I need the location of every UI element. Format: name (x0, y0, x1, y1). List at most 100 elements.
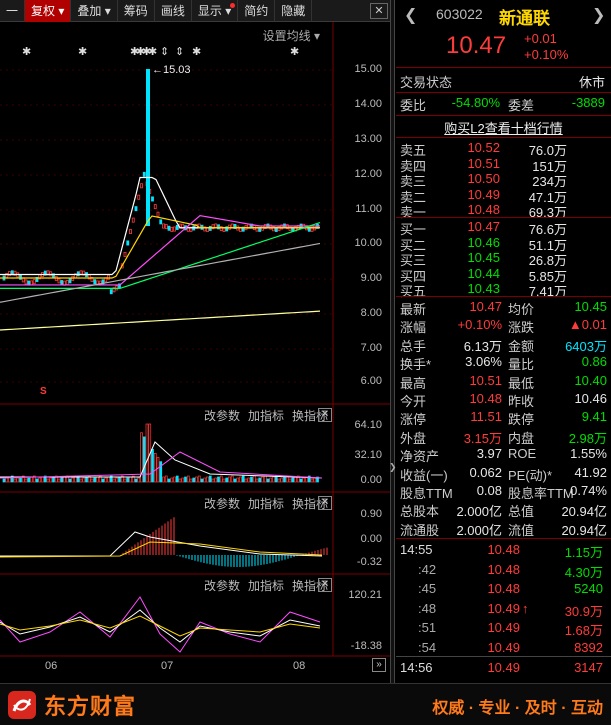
toolbar-overlay-button[interactable]: 叠加 ▾ (71, 0, 118, 22)
candle (159, 219, 163, 225)
volume-bar (197, 475, 201, 483)
ma10-line (0, 215, 320, 279)
ask-row[interactable]: 卖三 10.50 234万 (396, 171, 611, 189)
volume-bar (41, 476, 44, 483)
candle (120, 263, 124, 269)
close-icon[interactable]: ✕ (370, 2, 388, 19)
stat-value: ▲0.01 (568, 317, 607, 333)
brand-mark-icon (8, 691, 36, 719)
bid-row[interactable]: 买一 10.47 76.6万 (396, 219, 611, 237)
order-ratio-label: 委比 (400, 98, 427, 113)
add-indicator-link[interactable]: 加指标 (247, 579, 284, 593)
tick-row: :42 10.48 4.30万 (396, 562, 611, 580)
scroll-right-button[interactable]: » (372, 658, 386, 672)
add-indicator-link[interactable]: 加指标 (247, 409, 284, 423)
quote-header: ❮ 603022 新通联 ❯ (396, 0, 611, 30)
overlay-label: 叠加 (77, 3, 102, 18)
tick-time: 14:56 (400, 660, 433, 675)
tick-volume: 5240 (574, 581, 603, 597)
volume-bar (137, 477, 141, 483)
toolbar-draw-button[interactable]: 画线 (155, 0, 192, 22)
event-marker: ⇕ (160, 46, 169, 58)
kline-chart-area[interactable]: ✱ ✱ ✱ ✱ ✱ ✱ ⇕ ⇕ ✱ ✱ ←15.03 S 设置均线 ▾ 15.00 14.00 13.… (0, 22, 390, 682)
bid-row[interactable]: 买二 10.46 51.1万 (396, 235, 611, 253)
candle (65, 280, 69, 286)
bid-row[interactable]: 买五 10.43 7.41万 (396, 281, 611, 299)
bid-row[interactable]: 买三 10.45 26.8万 (396, 250, 611, 268)
volume-bar (142, 436, 146, 483)
panel-divider[interactable] (390, 0, 395, 683)
ma-settings-link[interactable]: 设置均线 ▾ (263, 27, 320, 44)
volume-bar (255, 478, 259, 483)
back-arrow-icon[interactable]: ❮ (404, 7, 418, 24)
volume-bar (57, 478, 61, 483)
stat-value: 0.062 (469, 464, 502, 480)
ask-row[interactable]: 卖五 10.52 76.0万 (396, 140, 611, 158)
toolbar-display-button[interactable]: 显示 ▾ (192, 0, 239, 22)
candle (203, 226, 207, 232)
buy-l2-link[interactable]: 购买L2查看十档行情 (444, 121, 563, 136)
close-icon[interactable]: ✕ (318, 578, 332, 592)
change-params-link[interactable]: 改参数 (203, 579, 240, 593)
stat-label: 最低 (508, 375, 535, 391)
event-marker: ✱ (78, 46, 87, 58)
volume-bar (74, 476, 77, 483)
ask-level-label: 卖二 (400, 189, 427, 205)
stat-label: 股息TTM (400, 486, 453, 501)
toolbar-fuquan-button[interactable]: 复权 ▾ (25, 0, 72, 22)
kdj-k-line (0, 609, 321, 643)
volume-bar (16, 477, 20, 483)
price-block: 10.47 +0.01 +0.10% (396, 30, 611, 66)
volume-ma-line (0, 441, 323, 479)
candle (156, 211, 160, 217)
ma30-line (0, 221, 321, 289)
collapse-arrow-icon[interactable]: ❯ (389, 462, 397, 472)
change-params-link[interactable]: 改参数 (203, 409, 240, 423)
close-icon[interactable]: ✕ (318, 408, 332, 422)
close-icon[interactable]: ✕ (318, 496, 332, 510)
tick-price: 10.48 (487, 542, 520, 557)
volume-bar (151, 448, 154, 483)
forward-arrow-icon[interactable]: ❯ (592, 7, 606, 24)
candle (167, 225, 171, 231)
toolbar-simple-button[interactable]: 简约 (238, 0, 276, 22)
toolbar-menu-button[interactable]: 一 (0, 0, 26, 22)
candle (76, 271, 80, 277)
candle (131, 217, 135, 223)
ask-price: 10.52 (467, 140, 500, 155)
tick-price: 10.49 (487, 660, 520, 675)
ask-price: 10.50 (467, 171, 500, 186)
price-axis-label: 13.00 (354, 133, 382, 145)
tick-volume: 30.9万 (564, 603, 603, 619)
candle (241, 226, 245, 232)
volume-bar (214, 477, 218, 483)
candle (93, 279, 97, 285)
kdj-axis-label: -18.38 (350, 640, 382, 652)
stat-label: 量比 (508, 357, 535, 373)
price-change-pct: +0.10% (524, 47, 569, 62)
event-marker: ✱ (148, 46, 157, 58)
stat-label: 换手* (400, 357, 432, 373)
price-axis-label: 9.00 (360, 272, 382, 284)
bid-row[interactable]: 买四 10.44 5.85万 (396, 266, 611, 284)
volume-bar (46, 478, 50, 483)
candle (153, 204, 157, 210)
volume-bar (272, 476, 275, 483)
ask-row[interactable]: 卖一 10.48 69.3万 (396, 202, 611, 220)
ask-row[interactable]: 卖四 10.51 151万 (396, 156, 611, 174)
candle (107, 274, 110, 280)
candle (32, 279, 36, 285)
price-axis-label: 8.00 (360, 307, 382, 319)
stat-value: 2.000亿 (456, 522, 502, 538)
volume-bar (5, 477, 9, 483)
volume-bar (52, 476, 55, 483)
ask-row[interactable]: 卖二 10.49 47.1万 (396, 187, 611, 205)
toolbar-chips-button[interactable]: 筹码 (118, 0, 155, 22)
macd-panel-links: 改参数 加指标 换指标 (204, 495, 328, 512)
ask-level-label: 卖三 (400, 174, 427, 189)
divider (396, 538, 611, 539)
candle (164, 224, 168, 230)
add-indicator-link[interactable]: 加指标 (247, 497, 284, 511)
toolbar-hide-button[interactable]: 隐藏 (275, 0, 313, 22)
change-params-link[interactable]: 改参数 (203, 497, 240, 511)
